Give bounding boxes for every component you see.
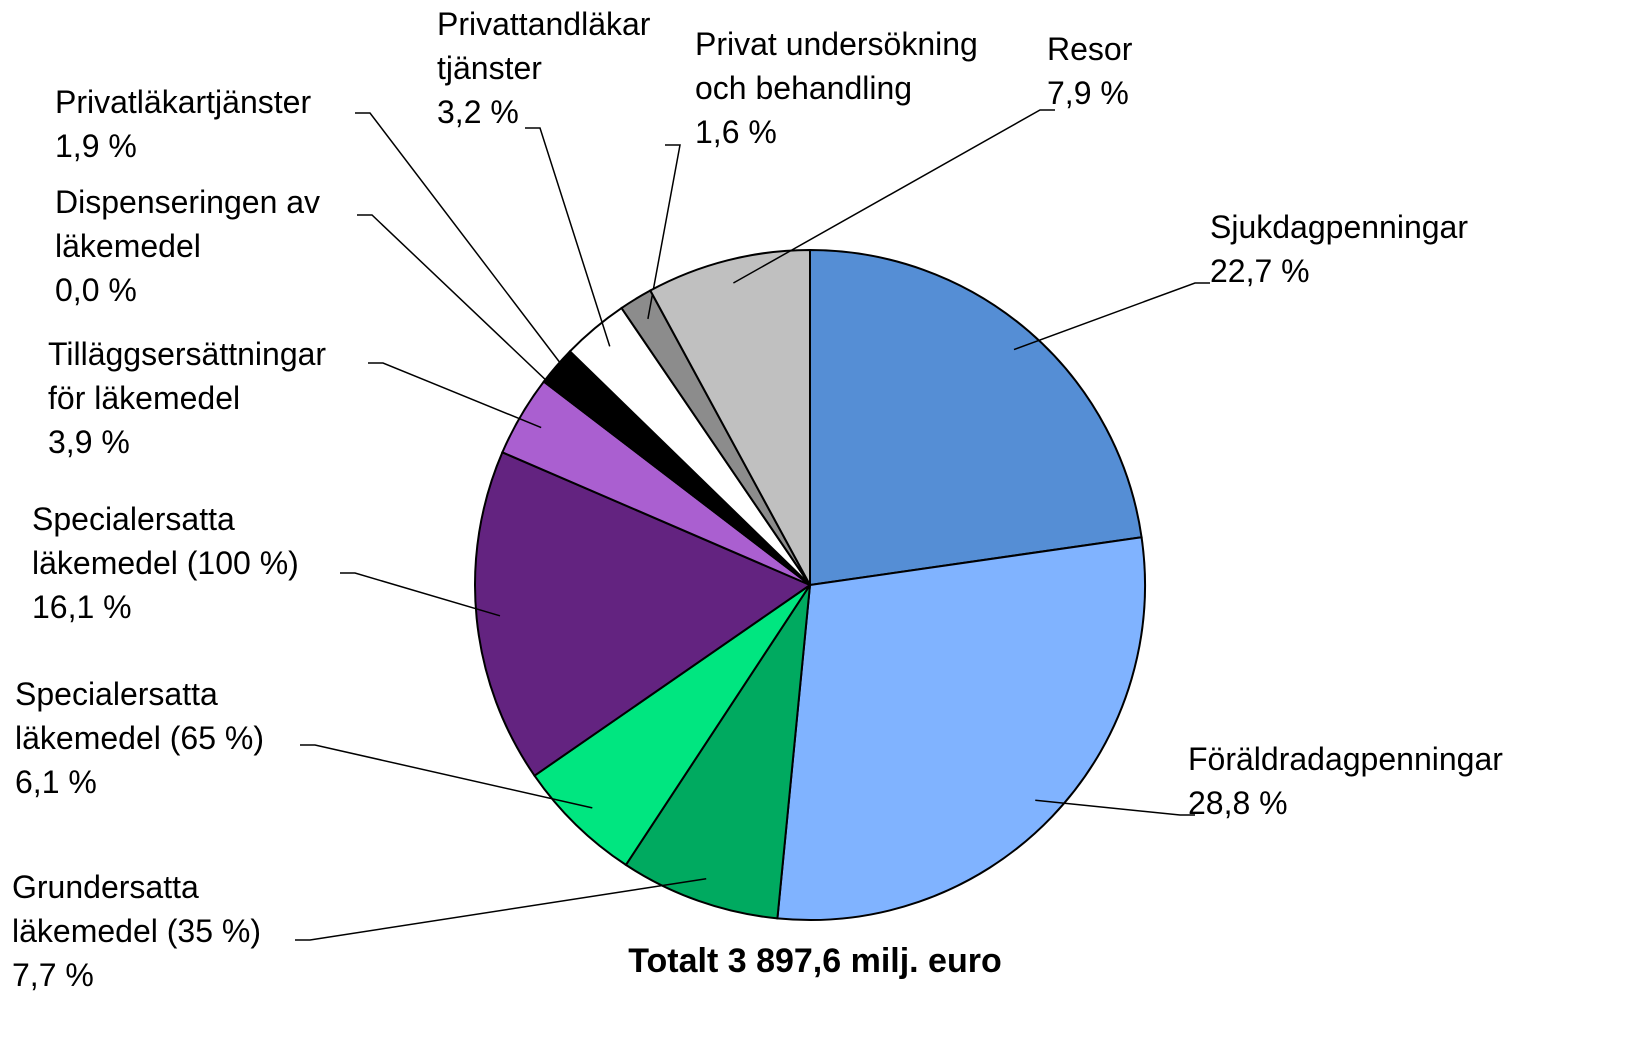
label-line: Specialersatta (32, 501, 235, 537)
label-line: läkemedel (65 %) (15, 720, 264, 756)
slice-label: Privat undersökning och behandling 1,6 % (695, 26, 978, 150)
slice-label: Specialersatta läkemedel (100 %) 16,1 % (32, 501, 299, 625)
value-label: 16,1 % (32, 589, 132, 625)
label-line: Tilläggsersättningar (48, 336, 326, 372)
value-label: 1,6 % (695, 114, 777, 150)
label-line: och behandling (695, 70, 912, 106)
value-label: 1,9 % (55, 128, 137, 164)
label-line: Privat undersökning (695, 26, 978, 62)
pie-slice (809, 248, 1143, 587)
pie-slice (776, 536, 1146, 921)
leader-line (355, 112, 575, 382)
pie-slice (648, 248, 811, 586)
slice-label: Dispenseringen av läkemedel 0,0 % (55, 184, 320, 308)
value-label: 0,0 % (55, 272, 137, 308)
slice-label: Föräldradagpenningar 28,8 % (1188, 741, 1503, 821)
value-label: 7,9 % (1047, 75, 1129, 111)
leader-line (295, 878, 707, 941)
label-line: läkemedel (35 %) (12, 913, 261, 949)
label-line: Föräldradagpenningar (1188, 741, 1503, 777)
label-line: Resor (1047, 31, 1133, 67)
label-line: tjänster (437, 50, 542, 86)
slice-label: Tilläggsersättningar för läkemedel 3,9 % (48, 336, 326, 460)
value-label: 6,1 % (15, 764, 97, 800)
leader-line (1013, 282, 1210, 351)
pie-slice (624, 584, 811, 920)
leader-line (300, 744, 593, 809)
value-label: 22,7 % (1210, 253, 1310, 289)
slice-label: Grundersatta läkemedel (35 %) 7,7 % (12, 869, 261, 993)
value-label: 28,8 % (1188, 785, 1288, 821)
slice-label: Resor 7,9 % (1047, 31, 1133, 111)
label-line: Privattandläkar (437, 6, 651, 42)
label-line: läkemedel (55, 228, 201, 264)
label-line: för läkemedel (48, 380, 240, 416)
label-line: Dispenseringen av (55, 184, 320, 220)
value-label: 3,9 % (48, 424, 130, 460)
leader-line (368, 362, 542, 429)
leader-line (647, 144, 681, 320)
slice-label: Sjukdagpenningar 22,7 % (1210, 209, 1468, 289)
value-label: 3,2 % (437, 94, 519, 130)
slice-label: Privatläkartjänster 1,9 % (55, 84, 311, 164)
slice-label: Privattandläkar tjänster 3,2 % (437, 6, 651, 130)
chart-title: Totalt 3 897,6 milj. euro (628, 942, 1002, 980)
leader-line (340, 572, 501, 617)
leader-line (1035, 799, 1195, 816)
pie-slice (474, 450, 813, 778)
leader-line (733, 109, 1055, 284)
slice-label: Specialersatta läkemedel (65 %) 6,1 % (15, 676, 264, 800)
leader-line (357, 214, 563, 397)
leader-line (525, 127, 611, 347)
label-line: Grundersatta (12, 869, 199, 905)
pie-slice (533, 584, 811, 867)
label-line: Sjukdagpenningar (1210, 209, 1468, 245)
value-label: 7,7 % (12, 957, 94, 993)
label-line: läkemedel (100 %) (32, 545, 299, 581)
label-line: Privatläkartjänster (55, 84, 311, 120)
label-line: Specialersatta (15, 676, 218, 712)
